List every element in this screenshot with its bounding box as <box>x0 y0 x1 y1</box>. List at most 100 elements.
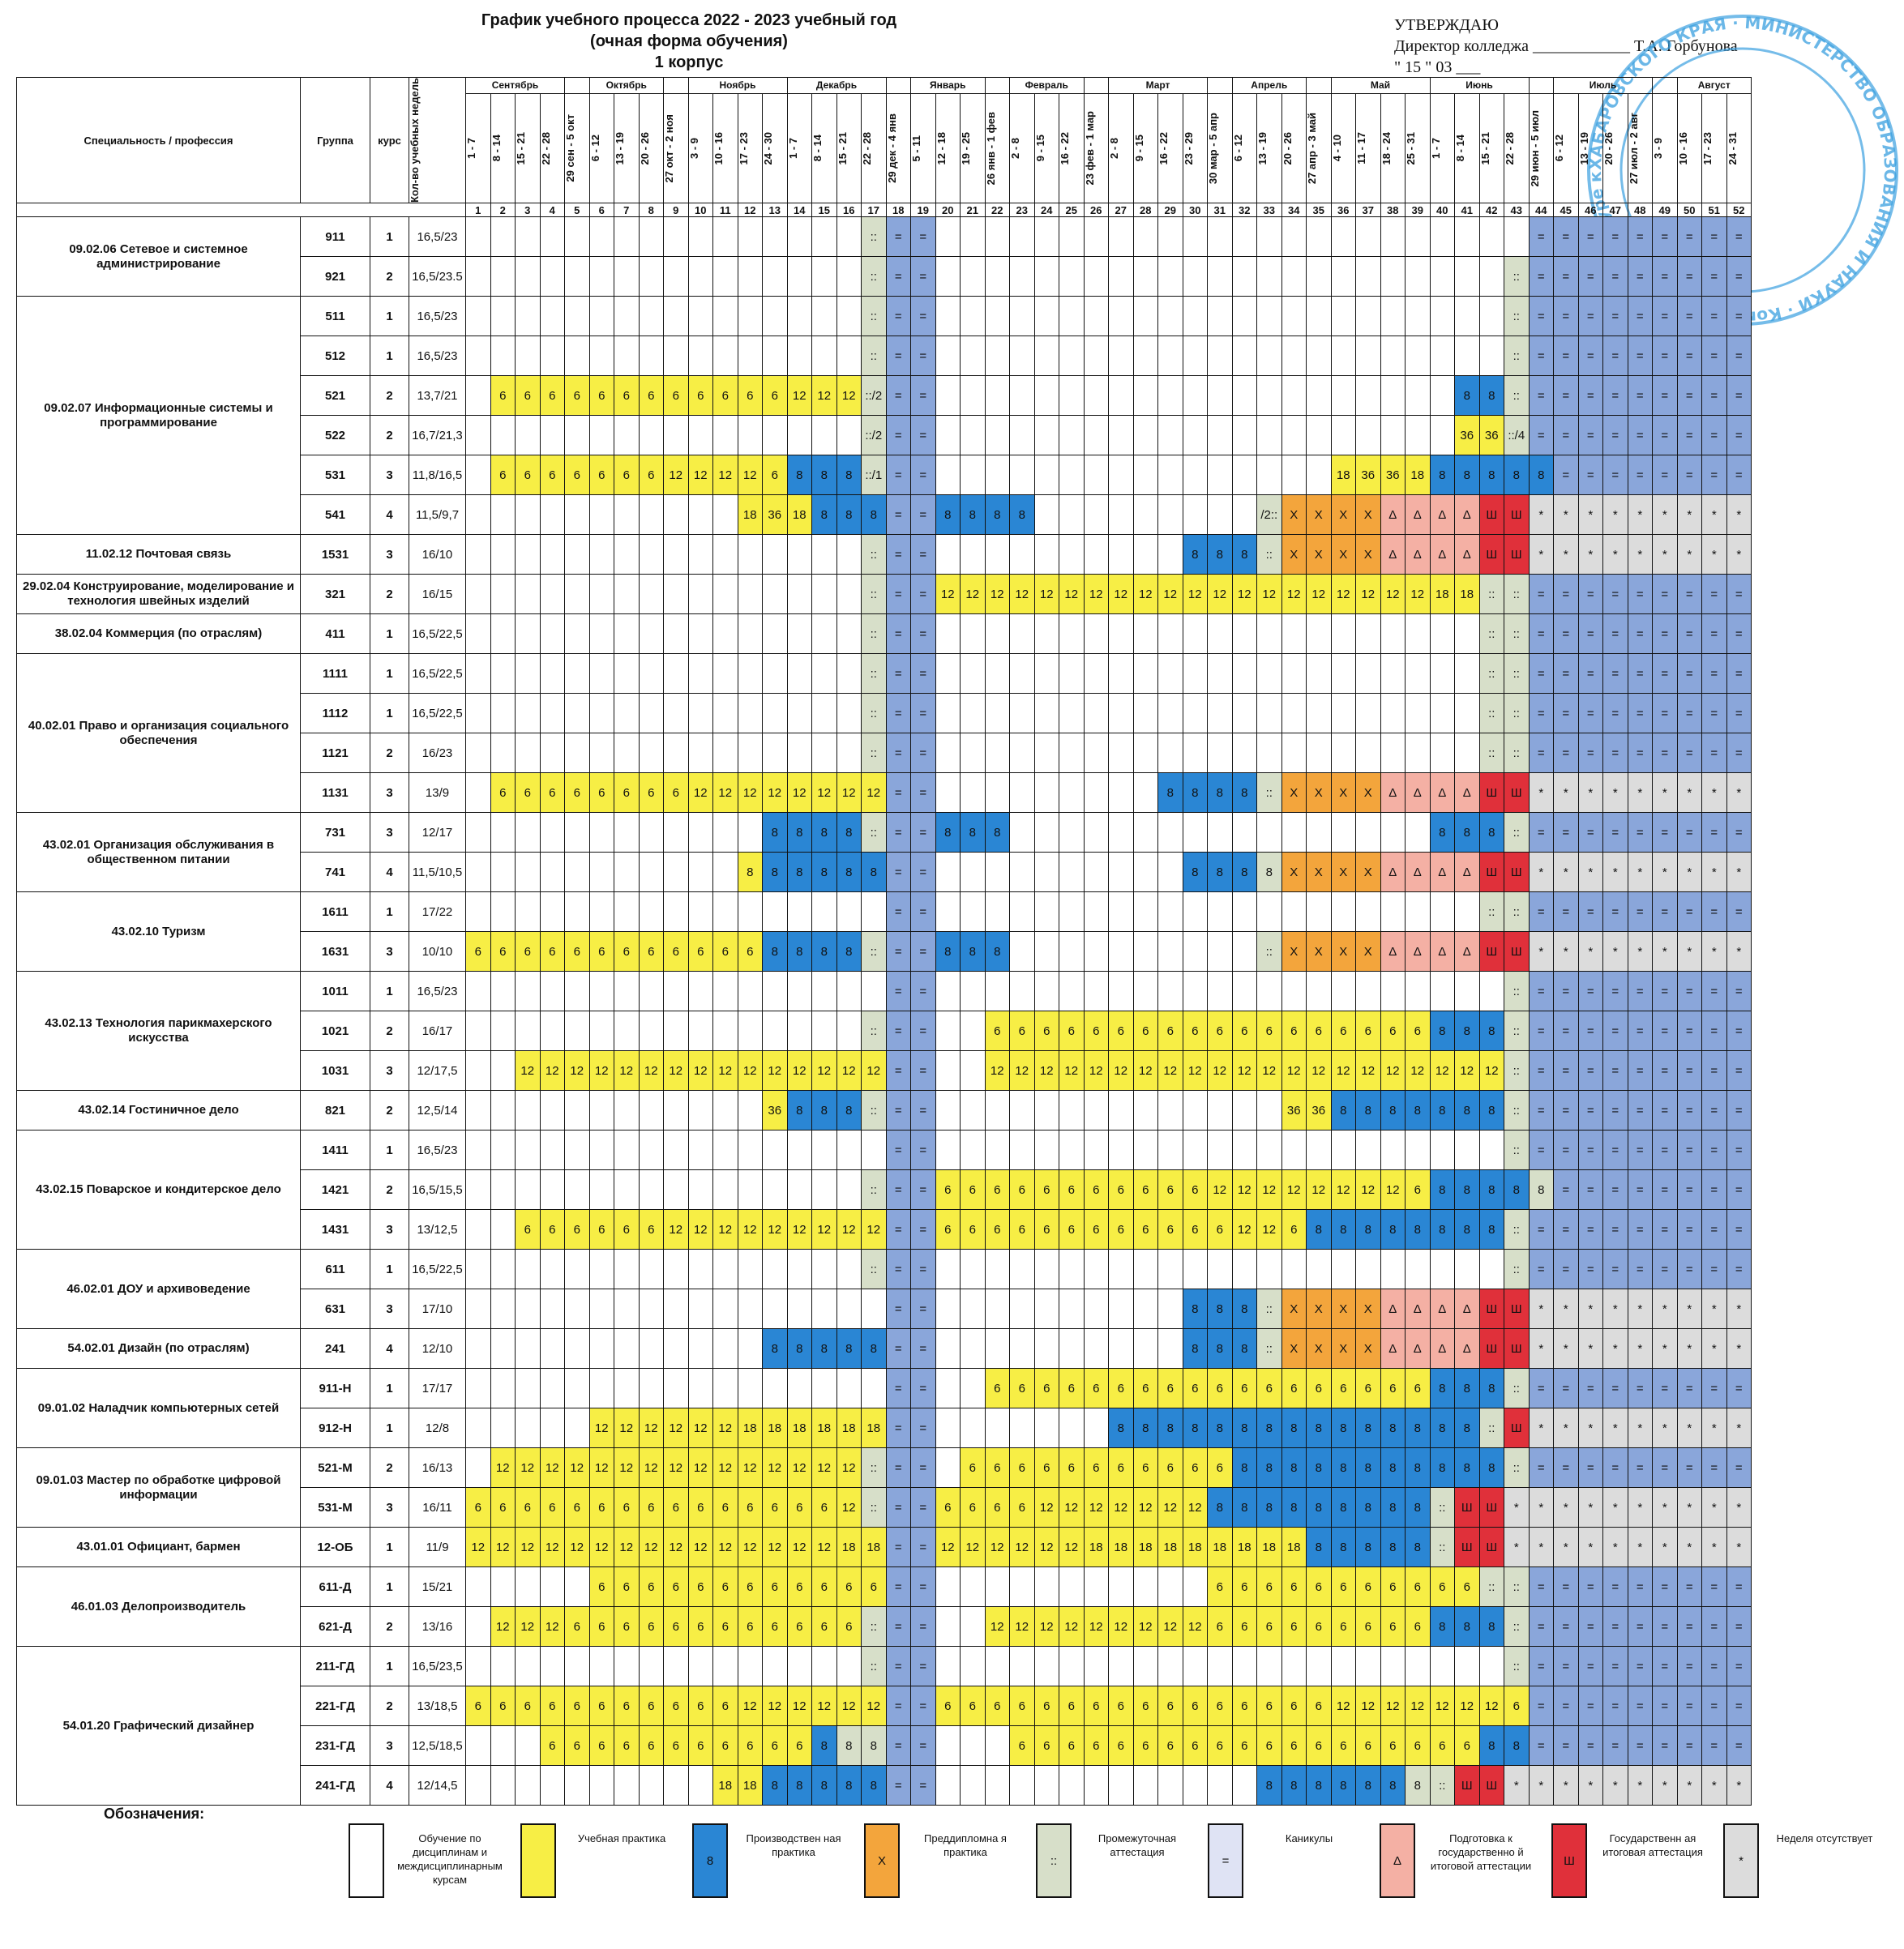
week-cell: = <box>910 1725 936 1766</box>
week-cell <box>1083 653 1109 694</box>
week-cell: 6 <box>539 931 565 972</box>
week-cell <box>638 891 664 932</box>
week-cell: 6 <box>638 931 664 972</box>
week-cell: 6 <box>786 1725 812 1766</box>
course-number: 4 <box>370 852 409 892</box>
week-cell: = <box>1577 256 1603 297</box>
week-cell: = <box>1553 1606 1579 1647</box>
week-cell: 6 <box>638 1686 664 1726</box>
week-cell <box>465 1249 491 1289</box>
week-cell: 12 <box>836 1209 862 1250</box>
week-cell: = <box>1577 733 1603 773</box>
week-cell: 12 <box>1009 1050 1035 1091</box>
week-cell: * <box>1701 931 1727 972</box>
week-cell <box>811 415 837 455</box>
week-cell: 36 <box>1281 1090 1307 1131</box>
week-cell: Δ <box>1429 772 1455 813</box>
week-cell: 6 <box>1355 1368 1381 1408</box>
week-cell: 6 <box>1355 1011 1381 1051</box>
week-cell <box>638 216 664 257</box>
week-cell: = <box>1701 1686 1727 1726</box>
week-cell: :: <box>1504 296 1530 336</box>
table-row: 54.01.20 Графический дизайнер 211-ГД 1 16,5… <box>16 1646 1752 1806</box>
week-cell: Х <box>1281 494 1307 535</box>
week-cell <box>663 1328 689 1369</box>
week-cell <box>712 733 738 773</box>
week-cell: = <box>1676 613 1702 654</box>
week-range-label: 23 - 29 <box>1183 131 1195 165</box>
week-cell: :: <box>1429 1487 1455 1528</box>
week-cell: 6 <box>687 931 713 972</box>
week-cell <box>1059 772 1085 813</box>
week-cell: 12 <box>1009 1527 1035 1567</box>
week-cell <box>1108 1130 1134 1170</box>
week-cell <box>515 733 541 773</box>
group-code: 631 <box>300 1289 370 1329</box>
week-cell <box>737 415 763 455</box>
week-cell <box>638 613 664 654</box>
week-cell: 6 <box>614 1487 640 1528</box>
week-cell: 36 <box>762 1090 788 1131</box>
week-cell: = <box>1627 1209 1653 1250</box>
week-cell: = <box>910 375 936 416</box>
week-range-label: 2 - 8 <box>1009 137 1021 159</box>
week-cell: Х <box>1281 534 1307 575</box>
week-cell <box>515 812 541 853</box>
week-cell <box>762 891 788 932</box>
week-cell <box>515 1408 541 1448</box>
week-cell: = <box>885 1408 911 1448</box>
week-cell <box>1454 216 1480 257</box>
table-row: 43.02.10 Туризм 1611 1 17/22 = =:::: = = = = = = = = = <box>16 891 1752 972</box>
week-cell <box>1132 812 1158 853</box>
week-cell <box>786 693 812 733</box>
week-cell: Ш <box>1504 494 1530 535</box>
week-cell: = <box>1553 1725 1579 1766</box>
week-cell <box>1207 613 1233 654</box>
week-cell <box>836 1130 862 1170</box>
week-cell: * <box>1701 852 1727 892</box>
legend-label: Обучение по дисциплинам и междисциплинар… <box>397 1832 503 1886</box>
week-cell: Δ <box>1405 772 1431 813</box>
week-cell <box>1355 733 1381 773</box>
week-cell: = <box>1553 216 1579 257</box>
week-cell <box>638 494 664 535</box>
week-cell <box>515 1090 541 1131</box>
week-cell <box>1478 296 1504 336</box>
week-cell: 8 <box>1182 1289 1208 1329</box>
week-cell: 6 <box>1182 1011 1208 1051</box>
week-cell: 6 <box>1231 1606 1257 1647</box>
week-cell: 12 <box>1330 574 1356 614</box>
week-cell: 8 <box>960 494 986 535</box>
week-cell <box>490 1249 516 1289</box>
week-cell <box>1231 1765 1257 1806</box>
table-row: 43.02.13 Технология парикмахерского иску… <box>16 971 1752 1091</box>
week-cell <box>1157 971 1183 1011</box>
week-cell: 6 <box>564 931 590 972</box>
week-range-label: 13 - 19 <box>1578 131 1590 165</box>
week-cell <box>1380 891 1406 932</box>
week-header: 4 - 10 <box>1330 92 1356 204</box>
week-cell <box>1059 733 1085 773</box>
week-cell <box>1256 653 1282 694</box>
week-cell: 6 <box>1132 1011 1158 1051</box>
week-cell: 12 <box>1380 574 1406 614</box>
week-cell: * <box>1553 1487 1579 1528</box>
week-cell: 8 <box>1454 1209 1480 1250</box>
week-cell: * <box>1701 1408 1727 1448</box>
week-cell: 6 <box>539 772 565 813</box>
week-cell: = <box>1701 216 1727 257</box>
week-cell <box>490 1130 516 1170</box>
week-cell <box>614 1368 640 1408</box>
week-cell: 12 <box>786 772 812 813</box>
week-cell: * <box>1701 1765 1727 1806</box>
week-cell <box>1157 1289 1183 1329</box>
week-cell: 8 <box>811 1765 837 1806</box>
week-cell <box>935 733 961 773</box>
week-cell: 6 <box>465 1487 491 1528</box>
group-code: 921 <box>300 256 370 297</box>
week-cell: = <box>1602 1130 1628 1170</box>
week-cell: 8 <box>1478 1725 1504 1766</box>
week-cell <box>539 891 565 932</box>
week-cell: 8 <box>1504 1725 1530 1766</box>
week-cell: 8 <box>1330 1209 1356 1250</box>
